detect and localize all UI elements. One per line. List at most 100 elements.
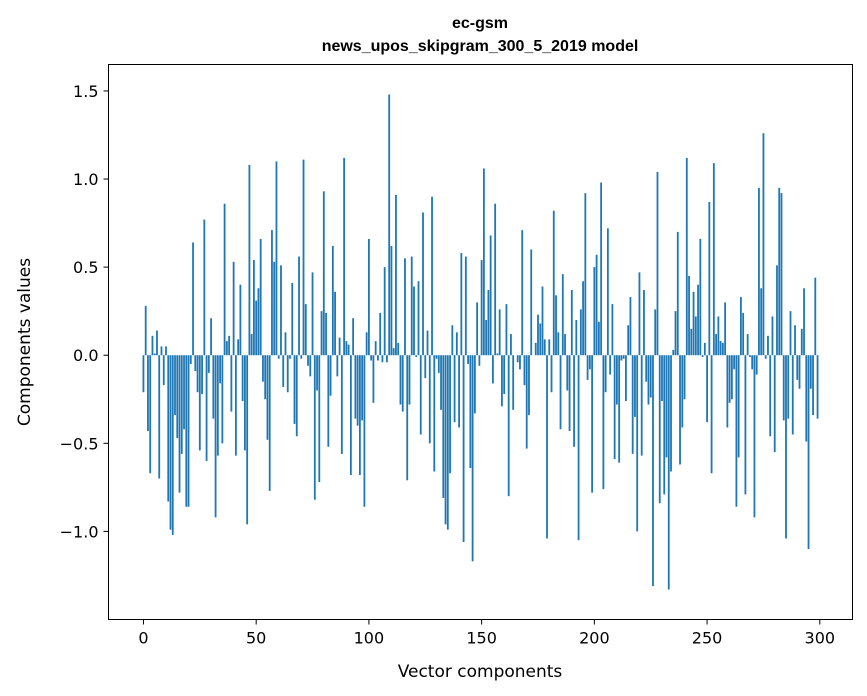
bar-272 — [755, 355, 758, 375]
bar-36 — [223, 203, 226, 356]
bar-142 — [462, 355, 465, 542]
bar-43 — [239, 284, 242, 356]
bar-297 — [812, 355, 814, 416]
bar-283 — [780, 193, 783, 356]
bar-110 — [390, 245, 393, 356]
bar-83 — [329, 355, 332, 396]
bar-51 — [257, 288, 260, 356]
bar-33 — [216, 355, 219, 456]
bar-180 — [548, 339, 551, 356]
bar-10 — [165, 346, 167, 356]
bar-2 — [147, 355, 149, 431]
bar-64 — [286, 355, 289, 393]
bar-211 — [618, 355, 621, 463]
bar-125 — [424, 355, 427, 379]
bar-44 — [241, 355, 244, 402]
x-tick-label: 100 — [354, 629, 385, 648]
bar-48 — [250, 334, 253, 356]
bar-137 — [451, 325, 454, 356]
bar-264 — [737, 355, 740, 458]
bar-172 — [530, 249, 533, 356]
bar-63 — [284, 332, 287, 356]
bar-215 — [627, 325, 630, 356]
bar-221 — [640, 355, 643, 456]
bar-80 — [322, 191, 325, 356]
bar-66 — [291, 282, 294, 356]
bar-88 — [340, 355, 343, 454]
bar-192 — [575, 319, 578, 356]
bar-78 — [318, 355, 321, 483]
bar-276 — [764, 355, 767, 359]
bar-171 — [528, 355, 530, 416]
bar-131 — [437, 355, 440, 373]
bar-67 — [293, 355, 296, 424]
bar-97 — [361, 355, 364, 421]
bar-94 — [354, 355, 357, 419]
bar-151 — [482, 168, 485, 356]
bar-273 — [758, 187, 760, 356]
bar-45 — [243, 355, 246, 451]
bar-105 — [379, 312, 382, 356]
bar-257 — [721, 342, 724, 356]
bar-101 — [370, 355, 373, 361]
bar-236 — [674, 311, 677, 356]
bar-230 — [661, 355, 663, 402]
bar-245 — [694, 316, 697, 356]
bar-8 — [160, 346, 163, 356]
bar-102 — [372, 355, 375, 403]
bar-222 — [643, 290, 645, 356]
bar-296 — [809, 355, 812, 389]
bar-149 — [478, 355, 481, 366]
bar-298 — [814, 277, 817, 356]
bar-237 — [676, 231, 679, 356]
bar-74 — [309, 355, 312, 377]
bar-18 — [183, 355, 185, 430]
bar-20 — [187, 355, 190, 507]
bar-81 — [325, 312, 327, 356]
bar-228 — [656, 171, 659, 356]
bar-22 — [192, 242, 194, 356]
bar-204 — [602, 355, 605, 490]
bar-21 — [189, 355, 192, 365]
bar-269 — [749, 355, 751, 357]
bar-108 — [386, 355, 388, 363]
bar-196 — [584, 193, 587, 356]
bar-24 — [196, 355, 199, 393]
bar-183 — [555, 295, 557, 356]
bar-91 — [347, 344, 350, 356]
bar-199 — [591, 355, 594, 493]
bar-99 — [365, 332, 368, 356]
bar-124 — [422, 212, 424, 356]
bar-119 — [410, 256, 413, 356]
bar-139 — [455, 332, 458, 356]
bar-25 — [198, 355, 201, 451]
bar-210 — [615, 355, 618, 405]
bar-212 — [620, 355, 623, 361]
bar-292 — [800, 328, 803, 356]
bar-166 — [516, 355, 519, 363]
bar-117 — [406, 355, 409, 481]
bar-57 — [271, 230, 273, 356]
bar-138 — [453, 355, 456, 423]
bar-205 — [604, 355, 607, 393]
bar-185 — [559, 355, 562, 430]
bar-68 — [295, 355, 298, 437]
bar-170 — [525, 355, 528, 449]
bar-6 — [156, 330, 158, 356]
bar-214 — [625, 355, 627, 402]
chart-title: ec-gsm — [452, 15, 508, 32]
bar-134 — [444, 355, 447, 525]
bar-61 — [280, 265, 282, 356]
bar-219 — [636, 355, 639, 532]
bar-72 — [304, 304, 307, 356]
bar-59 — [275, 161, 278, 356]
bar-238 — [679, 355, 681, 465]
bar-229 — [658, 355, 661, 504]
bar-27 — [203, 219, 206, 356]
bar-175 — [537, 314, 539, 356]
bar-53 — [262, 355, 264, 382]
bar-152 — [485, 319, 488, 356]
bar-168 — [521, 230, 524, 356]
bar-106 — [381, 355, 384, 363]
